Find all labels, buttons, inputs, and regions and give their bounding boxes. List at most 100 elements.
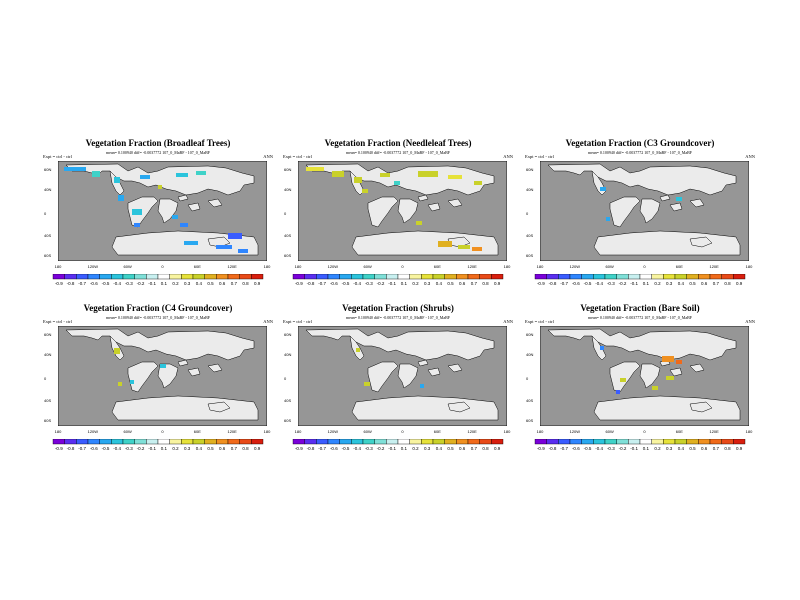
panel-expt: Expt = ctrl - ctrl <box>43 154 73 159</box>
map <box>58 161 267 261</box>
colorbar-label: -0.4 <box>353 281 361 286</box>
lon-tick-label: 0 <box>161 264 164 269</box>
colorbar-label: 0.4 <box>436 281 443 286</box>
colorbar-label: 0.9 <box>736 281 743 286</box>
colorbar-swatch <box>99 274 112 280</box>
anomaly-patch <box>216 245 232 249</box>
colorbar-label: 0.9 <box>736 446 743 451</box>
anomaly-patch <box>474 181 482 185</box>
colorbar-swatch <box>327 274 340 280</box>
colorbar-swatch <box>698 274 711 280</box>
colorbar-swatch <box>374 274 387 280</box>
panel-info: mean= 0.100940 diff= -0.0037772 107_0_Ma… <box>106 150 210 155</box>
lon-tick-label: 180 <box>745 429 753 434</box>
panel-season: ANN <box>263 154 273 159</box>
colorbar-swatch <box>122 439 135 445</box>
landmass <box>305 163 495 196</box>
colorbar-label: 0.4 <box>678 446 685 451</box>
colorbar-swatch <box>709 439 722 445</box>
anomaly-patch <box>438 241 452 247</box>
anomaly-patch <box>380 173 390 177</box>
colorbar-swatch <box>456 439 469 445</box>
colorbar-swatch <box>686 439 699 445</box>
colorbar-swatch <box>304 274 317 280</box>
colorbar-swatch <box>604 274 617 280</box>
landmass <box>659 194 671 202</box>
anomaly-patch <box>172 215 178 219</box>
colorbar-label: -0.8 <box>67 281 75 286</box>
panel-shrubs: Vegetation Fraction (Shrubs) mean= 0.100… <box>283 303 513 468</box>
lon-tick-label: 60W <box>123 264 132 269</box>
panel-expt: Expt = ctrl - ctrl <box>43 319 73 324</box>
landmass <box>127 196 159 228</box>
colorbar-swatch <box>362 439 375 445</box>
colorbar-swatch <box>616 274 629 280</box>
colorbar-swatch <box>134 274 147 280</box>
lon-tick-label: 180 <box>503 429 511 434</box>
map <box>298 161 507 261</box>
colorbar-label: -0.3 <box>607 446 615 451</box>
map <box>58 326 267 426</box>
colorbar-label: 0.3 <box>424 446 431 451</box>
colorbar-swatch <box>351 439 364 445</box>
colorbar-swatch <box>351 274 364 280</box>
lat-tick-label: 60N <box>44 167 52 172</box>
colorbar-label: -0.9 <box>55 281 63 286</box>
colorbar-label: -0.1 <box>388 281 396 286</box>
panel-title: Vegetation Fraction (Broadleaf Trees) <box>85 138 231 148</box>
colorbar-label: -0.9 <box>537 281 545 286</box>
landmass <box>447 363 463 373</box>
landmass <box>367 361 399 393</box>
lon-tick-label: 120E <box>467 264 477 269</box>
colorbar-label: 0.5 <box>689 281 696 286</box>
lon-tick-label: 120W <box>327 264 339 269</box>
anomaly-patch <box>472 247 482 251</box>
colorbar-swatch <box>304 439 317 445</box>
landmass <box>367 196 399 228</box>
panel-season: ANN <box>745 154 755 159</box>
colorbar-label: 0.5 <box>207 281 214 286</box>
colorbar-swatch <box>316 274 329 280</box>
colorbar-swatch <box>316 439 329 445</box>
lat-tick-label: 40N <box>526 187 534 192</box>
colorbar-swatch <box>628 439 641 445</box>
anomaly-patch <box>600 187 606 191</box>
landmass <box>177 194 189 202</box>
colorbar-label: -0.2 <box>619 446 627 451</box>
colorbar-swatch <box>604 439 617 445</box>
colorbar-label: -0.2 <box>619 281 627 286</box>
landmass <box>111 395 259 421</box>
lat-tick-label: 60N <box>526 167 534 172</box>
colorbar-swatch <box>581 274 594 280</box>
lon-tick-label: 120W <box>569 264 581 269</box>
panel-season: ANN <box>263 319 273 324</box>
colorbar-swatch <box>146 439 159 445</box>
lon-tick-label: 60E <box>433 264 441 269</box>
landmass <box>639 363 661 389</box>
colorbar-swatch <box>192 274 205 280</box>
colorbar-swatch <box>593 439 606 445</box>
anomaly-patch <box>676 197 682 201</box>
colorbar-swatch <box>569 274 582 280</box>
colorbar-swatch <box>663 274 676 280</box>
colorbar-swatch <box>76 274 89 280</box>
lat-tick-label: 40S <box>526 233 534 238</box>
landmass <box>351 395 499 421</box>
colorbar-swatch <box>479 439 492 445</box>
colorbar-label: -0.8 <box>67 446 75 451</box>
landmass <box>157 198 179 224</box>
colorbar-label: 0.2 <box>412 281 419 286</box>
landmass <box>609 196 641 228</box>
colorbar-label: 0.1 <box>161 446 168 451</box>
anomaly-patch <box>418 171 438 177</box>
anomaly-patch <box>616 390 620 394</box>
anomaly-patch <box>676 360 682 364</box>
map <box>540 161 749 261</box>
colorbar-swatch <box>558 439 571 445</box>
landmass <box>547 328 737 361</box>
landmass <box>207 363 223 373</box>
lon-tick-label: 120W <box>569 429 581 434</box>
panel-expt: Expt = ctrl - ctrl <box>283 319 313 324</box>
colorbar-label: 0.7 <box>471 446 478 451</box>
colorbar-label: -0.8 <box>307 281 315 286</box>
